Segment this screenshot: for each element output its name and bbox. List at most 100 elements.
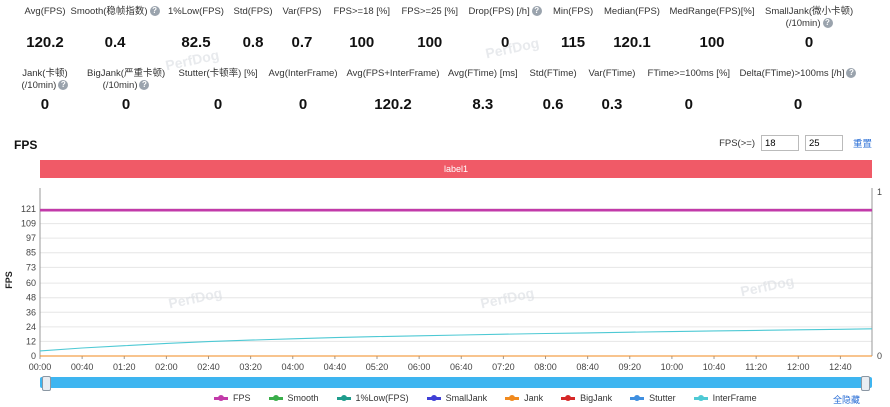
- x-tick-label: 07:20: [492, 362, 515, 372]
- stats-row-1: Avg(FPS) 120.2 Smooth(稳帧指数)? 0.4 1%Low(FPS) 8…: [0, 6, 890, 66]
- stat-item: Avg(FTime) [ms] 8.3: [448, 68, 518, 114]
- legend-swatch-icon: [336, 394, 351, 401]
- x-tick-label: 10:00: [661, 362, 684, 372]
- stat-label: Median(FPS): [604, 6, 660, 17]
- legend-item[interactable]: FPS: [214, 393, 251, 403]
- stat-value: 0: [793, 96, 803, 113]
- legend-item[interactable]: Smooth: [268, 393, 319, 403]
- stat-value: 0: [684, 96, 693, 113]
- stat-item: Avg(FPS) 120.2: [25, 6, 66, 52]
- fps-threshold-2-input[interactable]: [804, 135, 843, 151]
- stat-item: Avg(InterFrame) 0: [269, 68, 338, 114]
- x-tick-label: 05:20: [366, 362, 389, 372]
- stat-value: 0: [500, 34, 510, 51]
- y-tick-label: 48: [26, 293, 36, 303]
- time-range-slider[interactable]: [40, 376, 872, 391]
- reset-button[interactable]: 重置: [852, 139, 872, 150]
- stat-item: BigJank(严重卡顿) (/10min)? 0: [87, 68, 165, 114]
- stat-item: Delta(FTime)>100ms [/h]? 0: [740, 68, 857, 114]
- stat-label: Avg(FPS+InterFrame): [346, 68, 440, 79]
- stat-value: 120.2: [374, 96, 412, 113]
- stat-label: Min(FPS): [553, 6, 594, 17]
- legend-item[interactable]: SmallJank: [426, 393, 487, 403]
- stat-label: Var(FTime): [588, 68, 636, 79]
- stat-label: 1%Low(FPS): [168, 6, 224, 17]
- legend-item[interactable]: InterFrame: [693, 393, 757, 403]
- x-tick-label: 06:00: [408, 362, 431, 372]
- stat-value: 0: [804, 34, 814, 51]
- stat-item: Avg(FPS+InterFrame) 120.2: [347, 68, 440, 114]
- help-icon[interactable]: ?: [149, 6, 160, 17]
- y-tick-label: 109: [21, 219, 36, 229]
- stat-label: MedRange(FPS)[%]: [669, 6, 755, 17]
- legend-item[interactable]: BigJank: [561, 393, 612, 403]
- stat-label: BigJank(严重卡顿) (/10min)?: [87, 68, 166, 91]
- hide-all-button[interactable]: 全隐藏: [832, 395, 860, 405]
- legend-item[interactable]: Stutter: [630, 393, 676, 403]
- stat-value: 100: [349, 34, 375, 51]
- stat-item: Median(FPS) 120.1: [604, 6, 660, 52]
- stat-value: 120.2: [26, 34, 64, 51]
- y-tick-label: 12: [26, 336, 36, 346]
- help-icon[interactable]: ?: [139, 80, 150, 91]
- stat-value: 0.3: [601, 96, 623, 113]
- x-tick-label: 06:40: [450, 362, 473, 372]
- y-tick-label: 60: [26, 278, 36, 288]
- stat-label: Avg(InterFrame): [268, 68, 338, 79]
- help-icon[interactable]: ?: [846, 68, 857, 79]
- legend-item[interactable]: Jank: [505, 393, 543, 403]
- y-tick-label: 24: [26, 322, 36, 332]
- y-tick-label: 0: [31, 351, 36, 361]
- stat-item: Drop(FPS) [/h]? 0: [469, 6, 542, 52]
- legend-item[interactable]: 1%Low(FPS): [336, 393, 409, 403]
- stat-label: SmallJank(微小卡顿) (/10min)?: [765, 6, 854, 29]
- fps-chart: 0 12 24 36 48 60 73 85 97 109 121 0 1 00:00 00:40 01:20…: [4, 187, 882, 372]
- x-tick-label: 03:20: [239, 362, 262, 372]
- stat-item: Var(FPS) 0.7: [283, 6, 322, 52]
- fps-threshold-1-input[interactable]: [760, 135, 799, 151]
- x-tick-label: 12:00: [787, 362, 810, 372]
- help-icon[interactable]: ?: [822, 18, 833, 29]
- stat-value: 0.7: [291, 34, 313, 51]
- legend-swatch-icon: [268, 394, 283, 401]
- stat-item: Std(FTime) 0.6: [530, 68, 577, 114]
- stat-value: 100: [699, 34, 725, 51]
- label-bar[interactable]: label1: [40, 160, 872, 178]
- x-tick-label: 12:40: [829, 362, 852, 372]
- legend-swatch-icon: [561, 394, 576, 401]
- stat-item: Jank(卡顿) (/10min)? 0: [22, 68, 69, 114]
- y-tick-label: 121: [21, 204, 36, 214]
- stat-item: FPS>=18 [%] 100: [334, 6, 391, 52]
- stat-value: 0.8: [242, 34, 264, 51]
- x-tick-label: 02:40: [197, 362, 220, 372]
- stat-item: SmallJank(微小卡顿) (/10min)? 0: [765, 6, 853, 52]
- stat-value: 0: [40, 96, 50, 113]
- fps-filter: FPS(>=) 重置: [719, 135, 872, 151]
- legend-label: InterFrame: [712, 393, 757, 403]
- stat-label: Drop(FPS) [/h]?: [469, 6, 542, 18]
- stat-label: Stutter(卡顿率) [%]: [178, 68, 258, 79]
- stat-item: FPS>=25 [%] 100: [402, 6, 459, 52]
- stat-value: 82.5: [181, 34, 211, 51]
- stat-label: FPS>=18 [%]: [333, 6, 391, 17]
- x-tick-label: 08:40: [576, 362, 599, 372]
- stat-item: Stutter(卡顿率) [%] 0: [179, 68, 258, 114]
- stat-item: Min(FPS) 115: [553, 6, 593, 52]
- legend-label: 1%Low(FPS): [355, 393, 409, 403]
- stat-label: Std(FTime): [529, 68, 577, 79]
- chart-legend: FPS Smooth 1%Low(FPS) SmallJank Jank BigJank S…: [214, 393, 757, 403]
- stat-label: Std(FPS): [233, 6, 273, 17]
- x-tick-label: 11:20: [745, 362, 767, 372]
- stat-item: Smooth(稳帧指数)? 0.4: [71, 6, 160, 52]
- legend-swatch-icon: [426, 394, 441, 401]
- series-line-interframe: [39, 328, 873, 352]
- legend-label: Stutter: [649, 393, 676, 403]
- x-tick-label: 08:00: [534, 362, 557, 372]
- stat-value: 8.3: [472, 96, 494, 113]
- slider-right-handle[interactable]: [861, 376, 870, 391]
- y-axis-title: FPS: [4, 271, 14, 289]
- slider-left-handle[interactable]: [42, 376, 51, 391]
- legend-label: BigJank: [580, 393, 613, 403]
- help-icon[interactable]: ?: [58, 80, 69, 91]
- help-icon[interactable]: ?: [531, 6, 542, 17]
